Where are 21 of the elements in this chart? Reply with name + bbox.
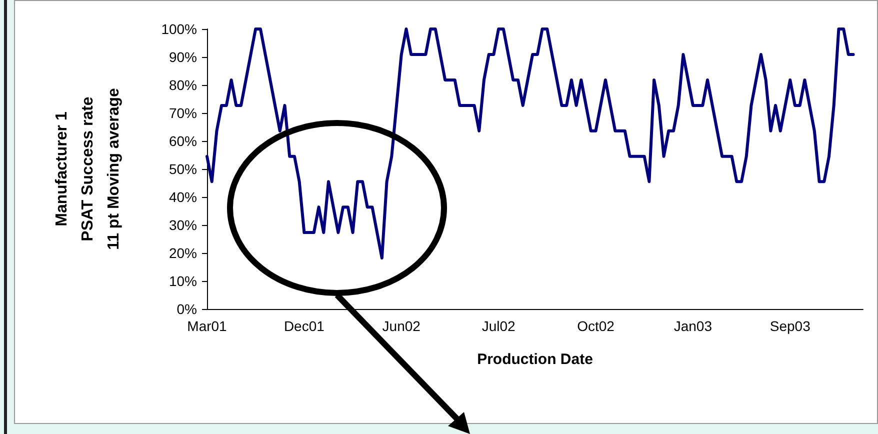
x-axis-title: Production Date [477, 351, 593, 368]
y-axis-title: Manufacturer 1 PSAT Success rate 11 pt Moving average [54, 88, 122, 250]
x-tick-label: Dec01 [284, 318, 325, 334]
x-tick-label: Jun02 [382, 318, 421, 334]
y-tick-label: 80% [168, 77, 197, 93]
x-tick-label: Sep03 [770, 318, 811, 334]
y-tick-label: 20% [168, 245, 197, 261]
y-tick-label: 40% [168, 189, 197, 205]
y-tick-label: 60% [168, 133, 197, 149]
x-tick-label: Jan03 [674, 318, 712, 334]
x-tick-label: Jul02 [482, 318, 516, 334]
y-tick-label: 0% [176, 301, 197, 317]
y-tick-label: 100% [161, 21, 197, 37]
y-tick-label: 50% [168, 161, 197, 177]
line-series [206, 28, 855, 260]
y-tick-label: 70% [168, 105, 197, 121]
y-tick-label: 90% [168, 49, 197, 65]
x-tick-label: Oct02 [577, 318, 615, 334]
y-tick-label: 30% [168, 217, 197, 233]
y-tick-label: 10% [168, 273, 197, 289]
x-tick-label: Mar01 [187, 318, 228, 334]
